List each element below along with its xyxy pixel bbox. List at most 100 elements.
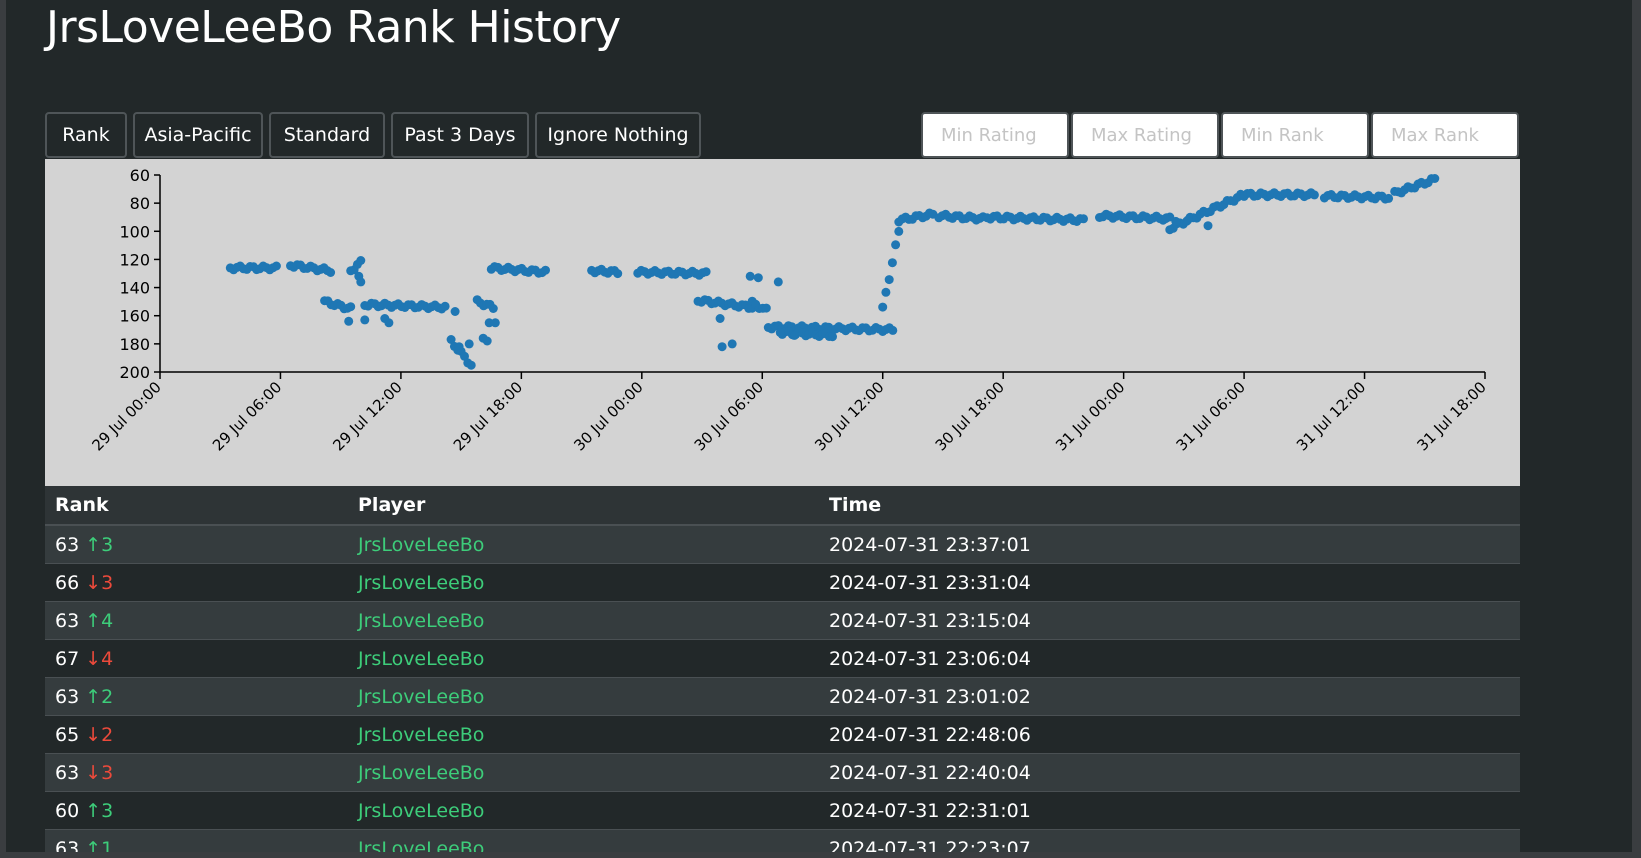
rank-change: ↓4 — [85, 647, 114, 670]
player-link[interactable]: JrsLoveLeeBo — [358, 571, 485, 594]
time-cell: 2024-07-31 23:37:01 — [819, 525, 1520, 564]
data-point — [887, 258, 897, 268]
player-cell: JrsLoveLeeBo — [348, 677, 819, 716]
player-link[interactable]: JrsLoveLeeBo — [358, 837, 485, 853]
rank-value: 63 — [55, 761, 80, 784]
data-point — [727, 339, 737, 349]
data-point — [789, 330, 799, 340]
x-tick-label: 30 Jul 18:00 — [932, 378, 1008, 454]
data-point — [360, 315, 370, 325]
x-tick-label: 31 Jul 00:00 — [1052, 378, 1128, 454]
mode-select-button[interactable]: Standard — [269, 112, 385, 158]
data-point — [541, 265, 550, 275]
data-point — [464, 339, 474, 349]
y-tick-label: 60 — [130, 166, 150, 185]
rank-cell: 66 ↓3 — [45, 563, 348, 602]
data-point — [613, 269, 623, 279]
rank-value: 67 — [55, 647, 80, 670]
data-point — [775, 328, 785, 338]
column-header-time: Time — [819, 486, 1520, 526]
x-tick-label: 29 Jul 18:00 — [450, 378, 526, 454]
max-rating-input[interactable] — [1071, 112, 1219, 158]
max-rank-input[interactable] — [1371, 112, 1519, 158]
x-tick-label: 31 Jul 18:00 — [1413, 378, 1489, 454]
data-point — [446, 335, 456, 344]
data-point — [1079, 214, 1088, 224]
rank-value: 66 — [55, 571, 80, 594]
timeframe-select-button[interactable]: Past 3 Days — [391, 112, 529, 158]
table-row: 65 ↓2 JrsLoveLeeBo 2024-07-31 22:48:06 — [45, 715, 1520, 754]
metric-select-button[interactable]: Rank — [45, 112, 127, 158]
table-row: 67 ↓4 JrsLoveLeeBo 2024-07-31 23:06:04 — [45, 639, 1520, 678]
rank-cell: 63 ↑3 — [45, 525, 348, 564]
player-link[interactable]: JrsLoveLeeBo — [358, 647, 485, 670]
rank-value: 63 — [55, 685, 80, 708]
data-point — [888, 325, 898, 335]
min-rank-input[interactable] — [1221, 112, 1369, 158]
y-tick-label: 100 — [119, 222, 150, 241]
time-cell: 2024-07-31 23:01:02 — [819, 677, 1520, 716]
min-rating-input[interactable] — [921, 112, 1069, 158]
player-link[interactable]: JrsLoveLeeBo — [358, 609, 485, 632]
rank-cell: 63 ↑1 — [45, 829, 348, 853]
rank-change: ↑1 — [85, 837, 114, 853]
time-cell: 2024-07-31 22:31:01 — [819, 791, 1520, 830]
x-tick-label: 30 Jul 06:00 — [691, 378, 767, 454]
player-link[interactable]: JrsLoveLeeBo — [358, 761, 485, 784]
data-point — [1183, 215, 1193, 225]
player-cell: JrsLoveLeeBo — [348, 563, 819, 602]
table-row: 63 ↑2 JrsLoveLeeBo 2024-07-31 23:01:02 — [45, 677, 1520, 716]
data-point — [1161, 214, 1171, 224]
region-select-button[interactable]: Asia-Pacific — [133, 112, 263, 158]
table-row: 63 ↓3 JrsLoveLeeBo 2024-07-31 22:40:04 — [45, 753, 1520, 792]
time-cell: 2024-07-31 23:06:04 — [819, 639, 1520, 678]
rank-value: 63 — [55, 533, 80, 556]
player-cell: JrsLoveLeeBo — [348, 829, 819, 853]
player-cell: JrsLoveLeeBo — [348, 639, 819, 678]
data-point — [717, 342, 727, 352]
column-header-rank: Rank — [45, 486, 348, 526]
player-link[interactable]: JrsLoveLeeBo — [358, 685, 485, 708]
time-cell: 2024-07-31 22:48:06 — [819, 715, 1520, 754]
ignore-filter-button[interactable]: Ignore Nothing — [535, 112, 701, 158]
time-cell: 2024-07-31 22:23:07 — [819, 829, 1520, 852]
y-tick-label: 140 — [119, 279, 150, 298]
rank-history-table: Rank Player Time 63 ↑3 JrsLoveLeeBo 2024-0… — [45, 486, 1520, 852]
rank-cell: 63 ↑2 — [45, 677, 348, 716]
table-row: 63 ↑3 JrsLoveLeeBo 2024-07-31 23:37:01 — [45, 525, 1520, 564]
data-point — [356, 256, 366, 265]
table-row: 63 ↑4 JrsLoveLeeBo 2024-07-31 23:15:04 — [45, 601, 1520, 640]
data-point — [488, 304, 498, 313]
rank-value: 63 — [55, 837, 80, 853]
data-point — [773, 277, 783, 287]
rank-history-chart: 60 80 100 120 140 160 180 200 29 Jul 00:00 29 Ju… — [45, 159, 1520, 486]
data-point — [715, 314, 725, 323]
time-cell: 2024-07-31 23:31:04 — [819, 563, 1520, 602]
data-point — [884, 275, 894, 285]
data-point — [1309, 190, 1319, 200]
table-row: 63 ↑1 JrsLoveLeeBo 2024-07-31 22:23:07 — [45, 829, 1520, 853]
data-point — [881, 287, 891, 297]
data-point — [450, 307, 460, 316]
x-axis: 29 Jul 00:00 29 Jul 06:00 29 Jul 12:00 29 J… — [88, 371, 1490, 454]
x-tick-label: 29 Jul 00:00 — [88, 378, 164, 454]
y-axis: 60 80 100 120 140 160 180 200 — [119, 166, 161, 382]
player-cell: JrsLoveLeeBo — [348, 525, 819, 564]
data-point — [326, 268, 336, 277]
app-frame: JrsLoveLeeBo Rank History Rank Asia-Paci… — [6, 0, 1632, 852]
player-cell: JrsLoveLeeBo — [348, 753, 819, 792]
data-point — [828, 332, 837, 342]
player-link[interactable]: JrsLoveLeeBo — [358, 533, 485, 556]
data-point — [753, 273, 763, 283]
data-point — [761, 303, 771, 313]
data-point — [894, 226, 904, 236]
data-point — [1430, 174, 1440, 183]
player-link[interactable]: JrsLoveLeeBo — [358, 723, 485, 746]
x-tick-label: 30 Jul 00:00 — [570, 378, 646, 454]
player-link[interactable]: JrsLoveLeeBo — [358, 799, 485, 822]
data-point — [356, 277, 366, 287]
x-tick-label: 29 Jul 12:00 — [329, 378, 405, 454]
y-tick-label: 180 — [119, 335, 150, 354]
y-tick-label: 120 — [119, 250, 150, 269]
